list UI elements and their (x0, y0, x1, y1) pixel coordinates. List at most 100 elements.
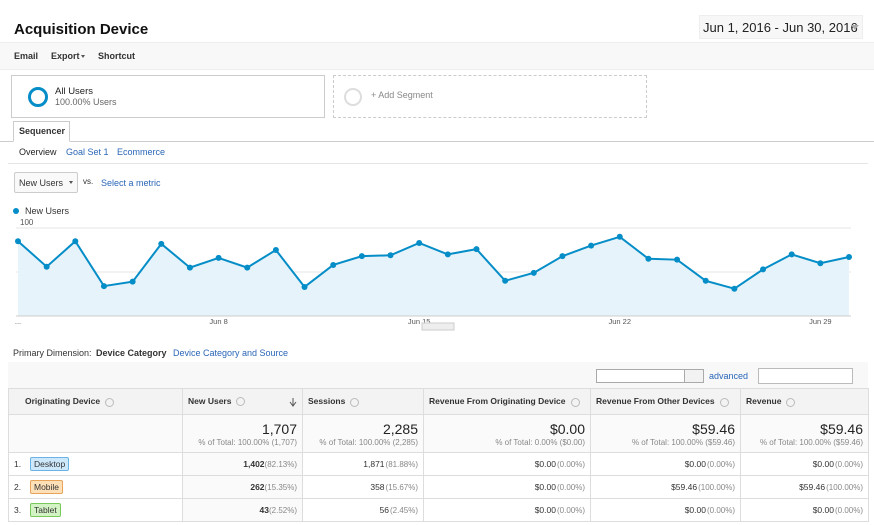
metric-share: (2.45%) (389, 506, 418, 515)
x-tick-label: Jun 15 (408, 317, 431, 326)
line (17, 235, 850, 290)
area (18, 236, 849, 316)
add-segment-box[interactable] (333, 75, 647, 118)
data-point (731, 285, 738, 292)
metric-share: (15.67%) (385, 483, 418, 492)
data-point (588, 242, 595, 249)
total-share: % of Total: 0.00% ($0.00) (495, 437, 585, 447)
view-switcher[interactable] (758, 368, 853, 384)
metric-share: (0.00%) (834, 460, 863, 469)
column-header[interactable]: Revenue (740, 388, 869, 415)
column-title: Revenue From Originating Device (429, 396, 566, 407)
total-value: 2,285 (382, 420, 418, 437)
metric-cell: 1,871(81.88%) (302, 452, 424, 476)
compare-metric[interactable]: Select a metric (101, 178, 161, 188)
legend-label: New Users (25, 206, 70, 216)
toolbar-email[interactable]: Email (14, 51, 39, 61)
data-point (817, 260, 824, 267)
metric-cell: $0.00(0.00%) (590, 498, 741, 522)
export-arrow (81, 55, 85, 58)
data-point (502, 277, 509, 284)
metric-value: $0.00 (812, 459, 834, 469)
subtab-ecommerce[interactable]: Ecommerce (117, 147, 166, 157)
date-picker[interactable]: Jun 1, 2016 - Jun 30, 2016 (699, 15, 863, 39)
metric-share: (0.00%) (556, 506, 585, 515)
total-share: % of Total: 100.00% ($59.46) (631, 437, 735, 447)
table-toolbar (8, 362, 868, 388)
metric-name[interactable]: New Users (19, 178, 64, 188)
data-point (301, 283, 308, 290)
column-header[interactable]: New Users (182, 388, 303, 415)
metric-select[interactable] (14, 172, 78, 193)
search-button[interactable] (684, 369, 704, 383)
data-point (788, 251, 795, 258)
data-point (473, 246, 480, 253)
page-title: Acquisition Device (14, 21, 149, 38)
table-row: 3. Tablet 43(2.52%) 56(2.45%) $0.00(0.00%) $0… (8, 498, 869, 522)
metric-cell: 358(15.67%) (302, 475, 424, 499)
metric-cell: $59.46(100.00%) (740, 475, 869, 499)
metric-cell: 56(2.45%) (302, 498, 424, 522)
metric-value: $0.00 (812, 505, 834, 515)
dimension-active[interactable]: Device Category (96, 348, 167, 358)
sort-arrow (289, 398, 297, 407)
table-row: 1. Desktop 1,402(82.13%) 1,871(81.88%) $0.00… (8, 452, 869, 476)
data-point (616, 233, 623, 240)
total-cell: $59.46% of Total: 100.00% ($59.46) (590, 414, 741, 453)
toolbar-shortcut[interactable]: Shortcut (98, 51, 135, 61)
metric-cell: $0.00(0.00%) (740, 498, 869, 522)
data-point (215, 254, 222, 261)
column-header[interactable]: Revenue From Other Devices (590, 388, 741, 415)
total-share: % of Total: 100.00% ($59.46) (759, 437, 863, 447)
tab-label[interactable]: Sequencer (19, 126, 66, 136)
legend-marker (13, 208, 19, 214)
subtab-overview[interactable]: Overview (19, 147, 57, 157)
column-header[interactable]: Revenue From Originating Device (423, 388, 591, 415)
metric-cell: $59.46(100.00%) (590, 475, 741, 499)
help-icon (350, 397, 360, 407)
totals-label (8, 414, 183, 453)
metric-share: (81.88%) (385, 460, 418, 469)
column-header[interactable]: Sessions (302, 388, 424, 415)
advanced-link[interactable]: advanced (709, 371, 749, 381)
column-title: New Users (188, 396, 232, 406)
device-badge[interactable]: Mobile (30, 480, 64, 494)
metric-share: (0.00%) (556, 460, 585, 469)
metric-value: 56 (379, 505, 389, 515)
toolbar (0, 42, 874, 70)
metric-value: $0.00 (534, 505, 556, 515)
column-title: Revenue From Other Devices (596, 396, 715, 407)
device-cell: 2. Mobile (8, 475, 183, 499)
x-tick-label: Jun 22 (608, 317, 631, 326)
device-badge[interactable]: Tablet (30, 503, 61, 517)
metric-value: $0.00 (684, 505, 706, 515)
add-segment-icon (344, 88, 362, 106)
metric-cell: 262(15.35%) (182, 475, 303, 499)
segment-all-users[interactable] (11, 75, 325, 118)
row-index: 3. (14, 505, 22, 515)
toolbar-export[interactable]: Export (51, 51, 80, 61)
help-icon (719, 397, 729, 407)
data-point (387, 252, 394, 259)
data-point (129, 278, 136, 285)
device-cell: 1. Desktop (8, 452, 183, 476)
metric-value: 358 (370, 482, 385, 492)
tab[interactable] (13, 121, 70, 142)
total-share: % of Total: 100.00% (1,707) (198, 437, 297, 447)
metric-value: 262 (250, 482, 265, 492)
date-range[interactable]: Jun 1, 2016 - Jun 30, 2016 (703, 20, 858, 35)
metric-share: (0.00%) (706, 460, 735, 469)
total-value: 1,707 (261, 420, 297, 437)
column-header[interactable]: Originating Device (8, 388, 183, 415)
data-point (272, 247, 279, 253)
data-point (559, 253, 566, 260)
dimension-option[interactable]: Device Category and Source (173, 348, 289, 358)
subtab-goal-set[interactable]: Goal Set 1 (66, 147, 109, 157)
data-point (358, 253, 365, 260)
total-value: $59.46 (820, 420, 863, 437)
data-point (186, 264, 193, 271)
add-segment[interactable]: + Add Segment (371, 90, 433, 100)
device-badge[interactable]: Desktop (30, 457, 70, 471)
total-value: $0.00 (549, 420, 585, 437)
total-share: % of Total: 100.00% (2,285) (319, 437, 418, 447)
